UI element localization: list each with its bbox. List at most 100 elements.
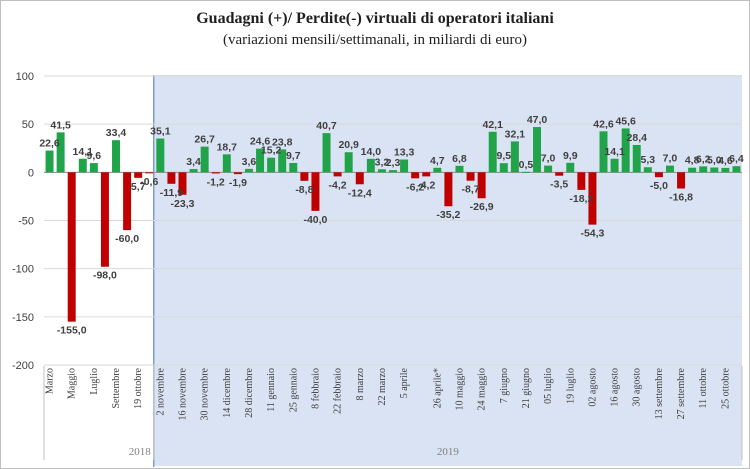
bar[interactable] [588,172,597,225]
x-tick-label: 28 dicembre [244,367,255,417]
data-label: 14,1 [604,146,625,158]
bar[interactable] [521,171,530,173]
bar[interactable] [145,172,154,174]
bar[interactable] [477,172,486,199]
bar[interactable] [610,158,619,173]
bar[interactable] [499,163,508,173]
data-label: 6,4 [729,153,744,165]
data-label: -54,3 [580,228,604,240]
bar[interactable] [233,172,242,175]
bar[interactable] [688,167,697,173]
data-label: -16,8 [669,192,693,204]
bar[interactable] [267,157,276,173]
data-label: -3,5 [550,179,568,191]
bar[interactable] [167,172,176,184]
bar[interactable] [621,128,630,173]
bar[interactable] [433,167,442,173]
bar[interactable] [632,144,641,173]
data-label: -35,2 [436,209,460,221]
bar[interactable] [599,131,608,173]
bar[interactable] [289,162,298,173]
x-tick-label: 10 maggio [454,368,465,411]
y-tick-label: -200 [12,360,34,372]
bar[interactable] [311,172,320,211]
bar[interactable] [577,172,586,190]
data-label: 13,3 [394,147,415,159]
bar[interactable] [533,127,542,173]
x-tick-label: 8 marzo [355,368,366,401]
x-tick-label: 11 ottobre [698,367,709,408]
x-tick-label: 21 giugno [521,368,532,408]
data-label: 7,0 [663,153,678,165]
bar[interactable] [466,172,475,181]
bar[interactable] [200,146,209,173]
data-label: 9,9 [563,150,578,162]
bar[interactable] [89,163,98,173]
data-label: 3,2 [375,156,390,168]
data-label: 9,7 [286,150,301,162]
bar[interactable] [555,172,564,176]
bar[interactable] [278,149,287,173]
bar[interactable] [366,158,375,173]
data-label: 6,2 [696,153,711,165]
x-tick-label: 22 marzo [377,368,388,406]
bar[interactable] [355,172,364,185]
bar[interactable] [344,152,353,173]
x-tick-label: 8 febbraio [310,368,321,409]
bar[interactable] [134,172,143,178]
bar[interactable] [256,148,265,173]
bar[interactable] [721,167,730,173]
bar[interactable] [100,172,109,267]
bar[interactable] [699,166,708,173]
bar[interactable] [300,172,309,181]
bar[interactable] [654,172,663,178]
bar[interactable] [566,162,575,173]
data-label: 18,7 [217,141,238,153]
bar[interactable] [211,172,220,174]
bar[interactable] [455,165,464,173]
x-tick-label: 30 agosto [632,368,643,407]
bar[interactable] [45,150,54,173]
bar[interactable] [78,158,87,173]
bar[interactable] [222,154,231,173]
x-tick-label: 11 gennaio [266,368,277,412]
bar[interactable] [732,166,741,173]
bar[interactable] [123,172,132,231]
bar[interactable] [488,131,497,173]
bar[interactable] [677,172,686,189]
bar[interactable] [389,170,397,173]
bar[interactable] [377,169,386,173]
data-label: 5,7 [131,181,146,193]
bar[interactable] [544,165,553,173]
bar[interactable] [643,167,652,173]
bar[interactable] [156,138,165,173]
bar[interactable] [510,141,519,173]
bar[interactable] [178,172,187,195]
bar[interactable] [112,140,121,173]
data-label: -23,3 [171,198,195,210]
data-label: -6,2 [406,181,424,193]
bar[interactable] [665,165,674,173]
y-tick-label: -50 [18,216,34,228]
data-label: 15,2 [261,145,282,157]
bar[interactable] [244,168,253,173]
data-label: 40,7 [316,120,337,132]
bar[interactable] [56,132,65,173]
data-label: -4,2 [417,179,435,191]
bar[interactable] [422,172,431,177]
bar[interactable] [444,172,453,207]
bar[interactable] [322,133,331,173]
bar[interactable] [67,172,76,322]
bar[interactable] [333,172,342,177]
x-tick-label: 19 luglio [565,368,576,404]
data-label: 20,9 [338,139,359,151]
bar[interactable] [400,159,409,173]
bar[interactable] [189,169,198,173]
data-label: 2,3 [386,157,401,169]
bar[interactable] [710,167,719,173]
bar[interactable] [411,172,420,179]
data-label: 42,1 [482,119,503,131]
x-tick-label: 27 settembre [676,367,687,419]
y-tick-label: -150 [12,312,34,324]
x-tick-label: 16 novembre [177,367,188,420]
